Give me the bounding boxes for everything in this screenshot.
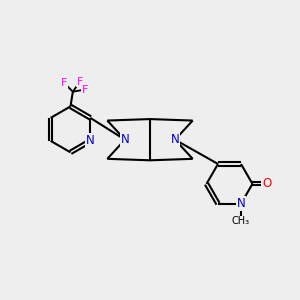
Text: O: O	[262, 177, 272, 190]
Text: N: N	[171, 133, 179, 146]
Text: N: N	[237, 197, 245, 210]
Text: CH₃: CH₃	[232, 216, 250, 226]
Text: N: N	[121, 133, 129, 146]
Text: F: F	[82, 85, 88, 94]
Text: F: F	[61, 78, 67, 88]
Text: F: F	[77, 76, 83, 87]
Text: N: N	[86, 134, 95, 147]
